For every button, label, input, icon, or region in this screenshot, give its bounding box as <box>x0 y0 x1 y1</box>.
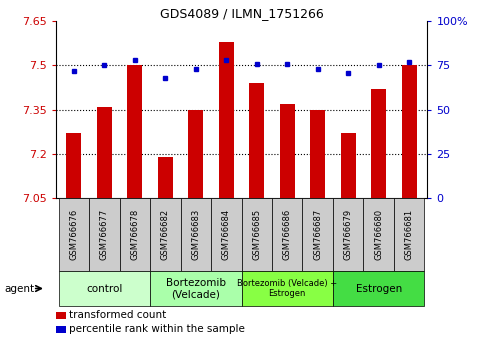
FancyBboxPatch shape <box>211 198 242 271</box>
Bar <box>371 89 386 198</box>
FancyBboxPatch shape <box>120 198 150 271</box>
FancyBboxPatch shape <box>242 271 333 306</box>
Title: GDS4089 / ILMN_1751266: GDS4089 / ILMN_1751266 <box>159 7 324 20</box>
Text: GSM766677: GSM766677 <box>100 209 109 260</box>
Text: percentile rank within the sample: percentile rank within the sample <box>69 324 245 334</box>
Text: Estrogen: Estrogen <box>355 284 402 293</box>
Bar <box>219 42 234 198</box>
Text: GSM766685: GSM766685 <box>252 209 261 260</box>
FancyBboxPatch shape <box>333 198 363 271</box>
Bar <box>249 83 264 198</box>
FancyBboxPatch shape <box>363 198 394 271</box>
Bar <box>127 65 142 198</box>
Bar <box>97 107 112 198</box>
Text: GSM766676: GSM766676 <box>70 209 78 260</box>
Text: GSM766687: GSM766687 <box>313 209 322 260</box>
Bar <box>401 65 417 198</box>
Text: Bortezomib
(Velcade): Bortezomib (Velcade) <box>166 278 226 299</box>
Text: GSM766680: GSM766680 <box>374 209 383 260</box>
FancyBboxPatch shape <box>394 198 425 271</box>
FancyBboxPatch shape <box>150 271 242 306</box>
FancyBboxPatch shape <box>150 198 181 271</box>
Text: transformed count: transformed count <box>69 310 166 320</box>
Text: GSM766683: GSM766683 <box>191 209 200 260</box>
Text: agent: agent <box>5 284 35 293</box>
Text: GSM766679: GSM766679 <box>344 209 353 260</box>
Text: GSM766682: GSM766682 <box>161 209 170 260</box>
Text: GSM766678: GSM766678 <box>130 209 139 260</box>
Text: GSM766686: GSM766686 <box>283 209 292 260</box>
FancyBboxPatch shape <box>89 198 120 271</box>
FancyBboxPatch shape <box>272 198 302 271</box>
FancyBboxPatch shape <box>333 271 425 306</box>
Bar <box>341 133 356 198</box>
Text: GSM766681: GSM766681 <box>405 209 413 260</box>
FancyBboxPatch shape <box>181 198 211 271</box>
Bar <box>310 110 326 198</box>
Bar <box>188 110 203 198</box>
FancyBboxPatch shape <box>242 198 272 271</box>
Bar <box>66 133 82 198</box>
Text: Bortezomib (Velcade) +
Estrogen: Bortezomib (Velcade) + Estrogen <box>237 279 337 298</box>
FancyBboxPatch shape <box>302 198 333 271</box>
Bar <box>280 104 295 198</box>
Bar <box>157 157 173 198</box>
FancyBboxPatch shape <box>58 198 89 271</box>
Text: GSM766684: GSM766684 <box>222 209 231 260</box>
Text: control: control <box>86 284 123 293</box>
FancyBboxPatch shape <box>58 271 150 306</box>
